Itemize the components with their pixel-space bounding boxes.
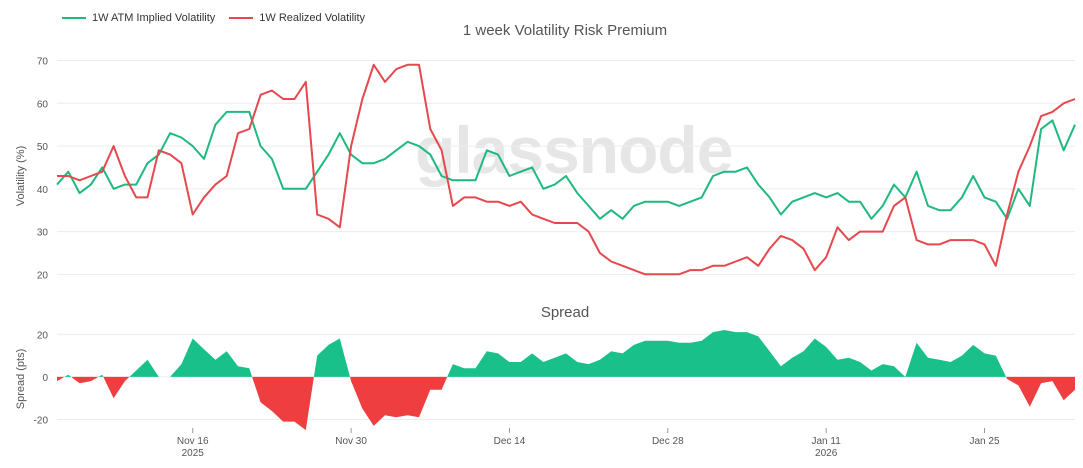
- x-tick-year-label: 2025: [182, 448, 205, 459]
- y-axis-title-bottom: Spread (pts): [15, 349, 27, 410]
- legend-swatch-implied: [62, 17, 86, 19]
- y-tick-label-top: 40: [37, 185, 49, 196]
- spread-positive-area[interactable]: [57, 330, 1075, 377]
- legend-label-realized: 1W Realized Volatility: [259, 12, 366, 24]
- realized-volatility-line[interactable]: [57, 63, 1076, 276]
- y-tick-label-top: 60: [37, 99, 49, 110]
- y-tick-label-top: 50: [37, 142, 49, 153]
- legend-swatch-realized: [229, 17, 254, 19]
- spread-area-plot[interactable]: [57, 330, 1075, 431]
- spread-title: Spread: [540, 304, 590, 321]
- chart-title: 1 week Volatility Risk Premium: [462, 22, 668, 39]
- x-tick-label: Jan 11: [812, 436, 842, 447]
- y-axis-title-top: Volatility (%): [15, 146, 27, 207]
- grid-top: [57, 60, 1075, 275]
- x-tick-year-label: 2026: [815, 448, 838, 459]
- y-tick-label-bottom: 0: [42, 373, 48, 384]
- legend: 1W ATM Implied Volatility 1W Realized Vo…: [62, 12, 365, 24]
- y-tick-label-bottom: -20: [34, 415, 49, 426]
- x-tick-label: Nov 16: [177, 436, 209, 447]
- volatility-lines-plot[interactable]: [56, 63, 1076, 276]
- axes: 20 30 40 50 60 70 -20 0 20 Volatility (%) Spread (…: [15, 57, 1000, 459]
- x-tick-label: Dec 28: [652, 436, 684, 447]
- spread-negative-area[interactable]: [57, 376, 1075, 431]
- legend-item-implied[interactable]: 1W ATM Implied Volatility: [62, 12, 215, 24]
- legend-label-implied: 1W ATM Implied Volatility: [92, 12, 216, 24]
- legend-item-realized[interactable]: 1W Realized Volatility: [229, 12, 365, 24]
- y-tick-label-top: 30: [37, 228, 49, 239]
- x-tick-label: Nov 30: [335, 436, 367, 447]
- implied-volatility-line[interactable]: [56, 110, 1076, 220]
- y-tick-label-top: 20: [37, 270, 49, 281]
- y-tick-label-bottom: 20: [37, 330, 49, 341]
- x-tick-label: Jan 25: [969, 436, 999, 447]
- watermark-logo: glassnode: [415, 113, 733, 187]
- x-tick-label: Dec 14: [494, 436, 526, 447]
- y-tick-label-top: 70: [37, 57, 49, 68]
